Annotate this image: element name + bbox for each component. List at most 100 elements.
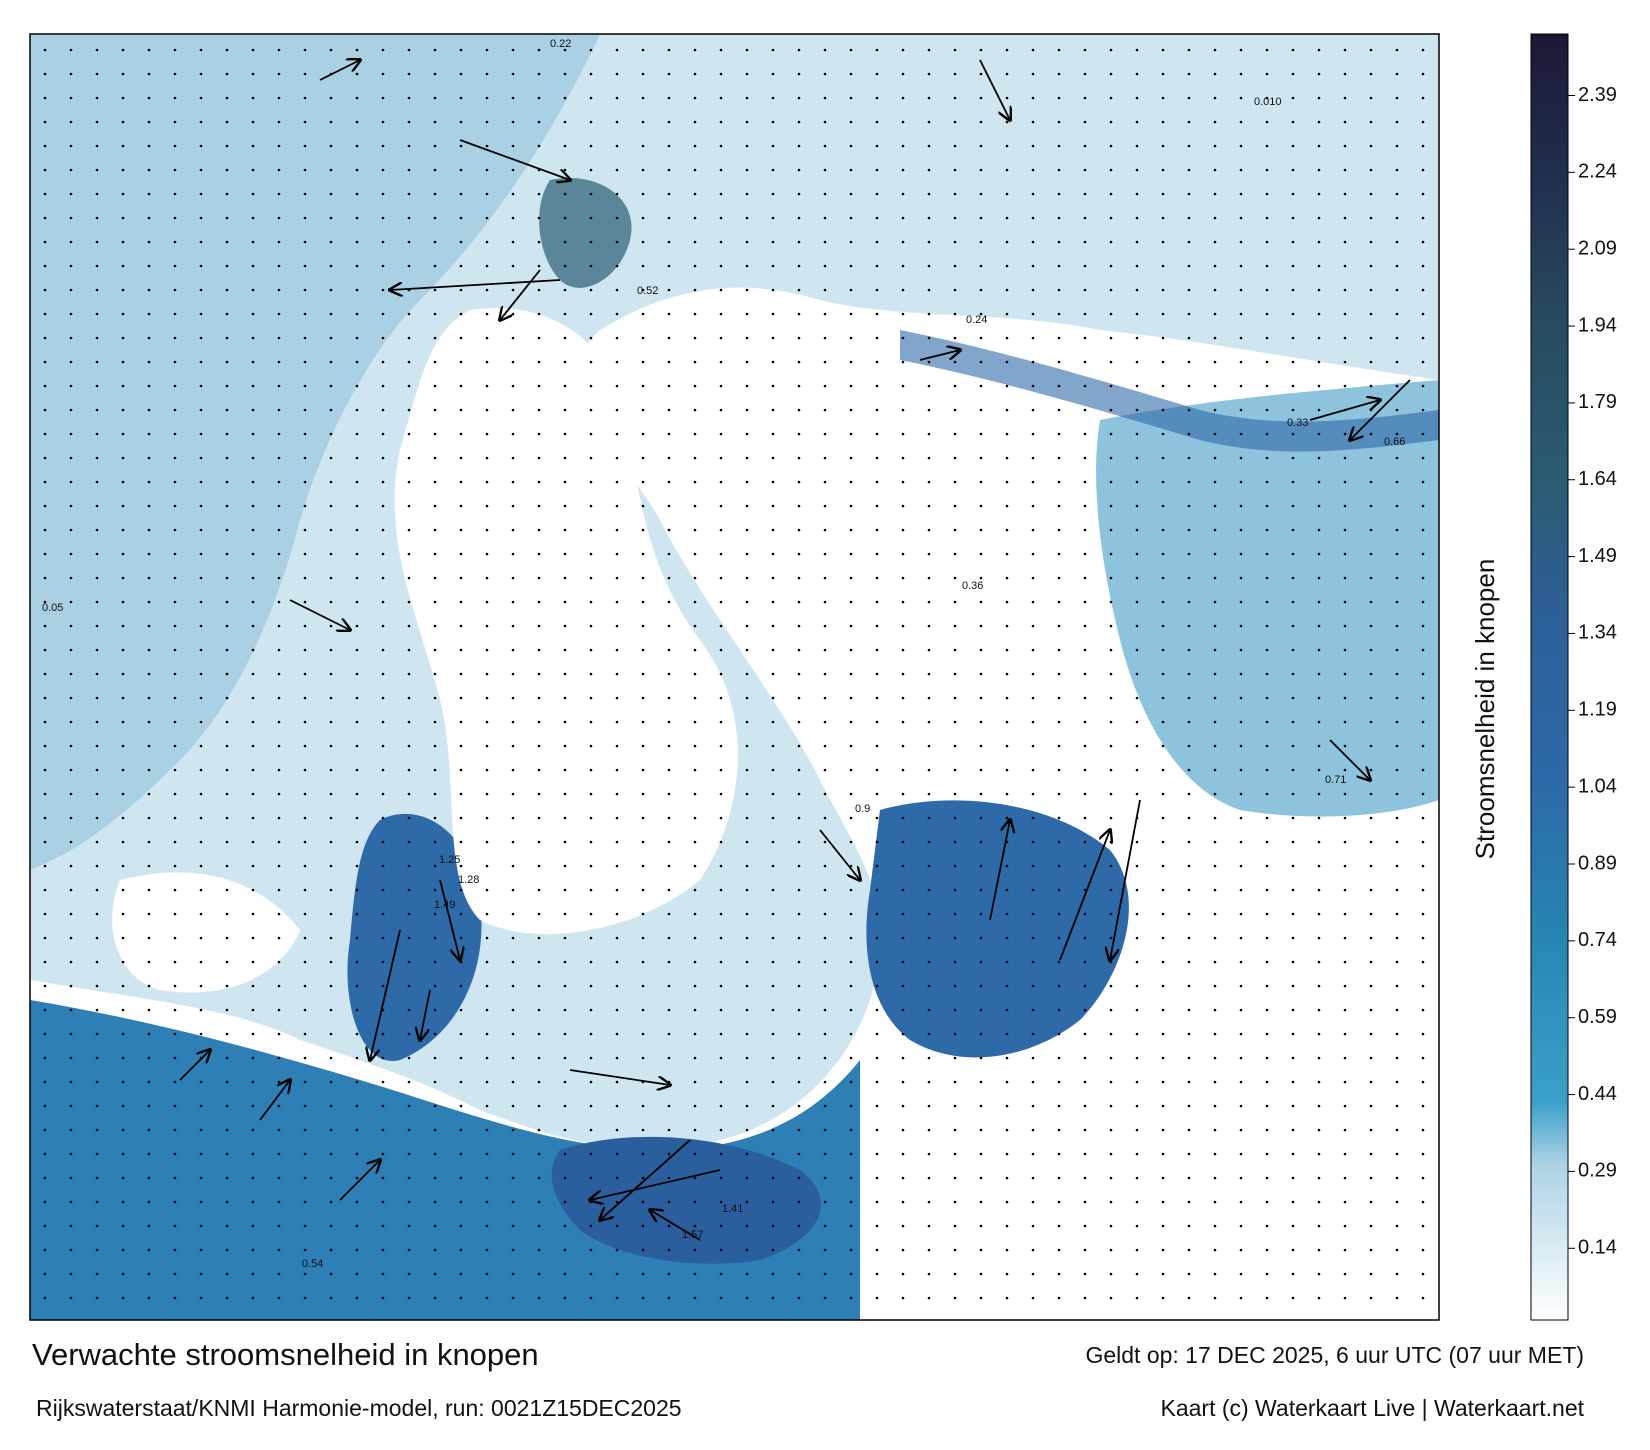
grid-dot [615,888,619,892]
grid-dot [121,384,125,388]
grid-dot [459,384,463,388]
grid-dot [225,672,229,676]
colorbar-tick-label: 0.74 [1578,929,1617,951]
grid-dot [1369,1224,1373,1228]
grid-dot [121,528,125,532]
grid-dot [95,552,99,556]
grid-dot [771,840,775,844]
grid-dot [225,864,229,868]
grid-dot [589,936,593,940]
grid-dot [277,600,281,604]
grid-dot [121,288,125,292]
grid-dot [1109,552,1113,556]
grid-dot [459,216,463,220]
grid-dot [849,1056,853,1060]
grid-dot [329,456,333,460]
grid-dot [1005,1128,1009,1132]
grid-dot [459,960,463,964]
grid-dot [69,432,73,436]
grid-dot [69,984,73,988]
grid-dot [1109,744,1113,748]
grid-dot [615,72,619,76]
grid-dot [199,72,203,76]
grid-dot [1369,1008,1373,1012]
grid-dot [147,672,151,676]
grid-dot [1317,1032,1321,1036]
grid-dot [1213,624,1217,628]
grid-dot [303,840,307,844]
grid-dot [1109,1104,1113,1108]
grid-dot [121,552,125,556]
grid-dot [407,96,411,100]
grid-dot [1317,192,1321,196]
grid-dot [43,1200,47,1204]
grid-dot [563,72,567,76]
grid-dot [407,576,411,580]
grid-dot [1291,1296,1295,1300]
grid-dot [1161,360,1165,364]
grid-dot [121,336,125,340]
grid-dot [511,120,515,124]
grid-dot [927,432,931,436]
grid-dot [147,384,151,388]
grid-dot [667,120,671,124]
grid-dot [1109,480,1113,484]
grid-dot [69,720,73,724]
grid-dot [407,1080,411,1084]
grid-dot [199,1032,203,1036]
grid-dot [1239,144,1243,148]
grid-dot [537,864,541,868]
grid-dot [1057,120,1061,124]
grid-dot [537,648,541,652]
grid-dot [121,96,125,100]
grid-dot [589,528,593,532]
grid-dot [1031,72,1035,76]
grid-dot [251,576,255,580]
grid-dot [225,216,229,220]
grid-dot [43,312,47,316]
grid-dot [641,1104,645,1108]
grid-dot [1317,528,1321,532]
grid-dot [1369,696,1373,700]
grid-dot [771,744,775,748]
grid-dot [667,528,671,532]
grid-dot [927,360,931,364]
grid-dot [407,192,411,196]
grid-dot [927,504,931,508]
grid-dot [927,888,931,892]
grid-dot [1239,1128,1243,1132]
grid-dot [1291,744,1295,748]
grid-dot [771,1224,775,1228]
grid-dot [1213,1152,1217,1156]
grid-dot [511,96,515,100]
grid-dot [1161,408,1165,412]
grid-dot [1317,672,1321,676]
grid-dot [1317,1056,1321,1060]
grid-dot [199,1128,203,1132]
grid-dot [797,336,801,340]
grid-dot [511,504,515,508]
grid-dot [1135,1176,1139,1180]
grid-dot [927,576,931,580]
grid-dot [225,1032,229,1036]
grid-dot [1135,72,1139,76]
grid-dot [901,48,905,52]
grid-dot [225,384,229,388]
grid-dot [849,720,853,724]
grid-dot [147,576,151,580]
grid-dot [69,240,73,244]
grid-dot [1161,1032,1165,1036]
grid-dot [511,960,515,964]
grid-dot [147,840,151,844]
grid-dot [43,864,47,868]
grid-dot [1317,144,1321,148]
grid-dot [407,432,411,436]
grid-dot [641,1008,645,1012]
grid-dot [1265,216,1269,220]
grid-dot [849,432,853,436]
grid-dot [589,576,593,580]
grid-dot [1135,576,1139,580]
grid-dot [823,144,827,148]
grid-dot [1343,816,1347,820]
grid-dot [953,1296,957,1300]
